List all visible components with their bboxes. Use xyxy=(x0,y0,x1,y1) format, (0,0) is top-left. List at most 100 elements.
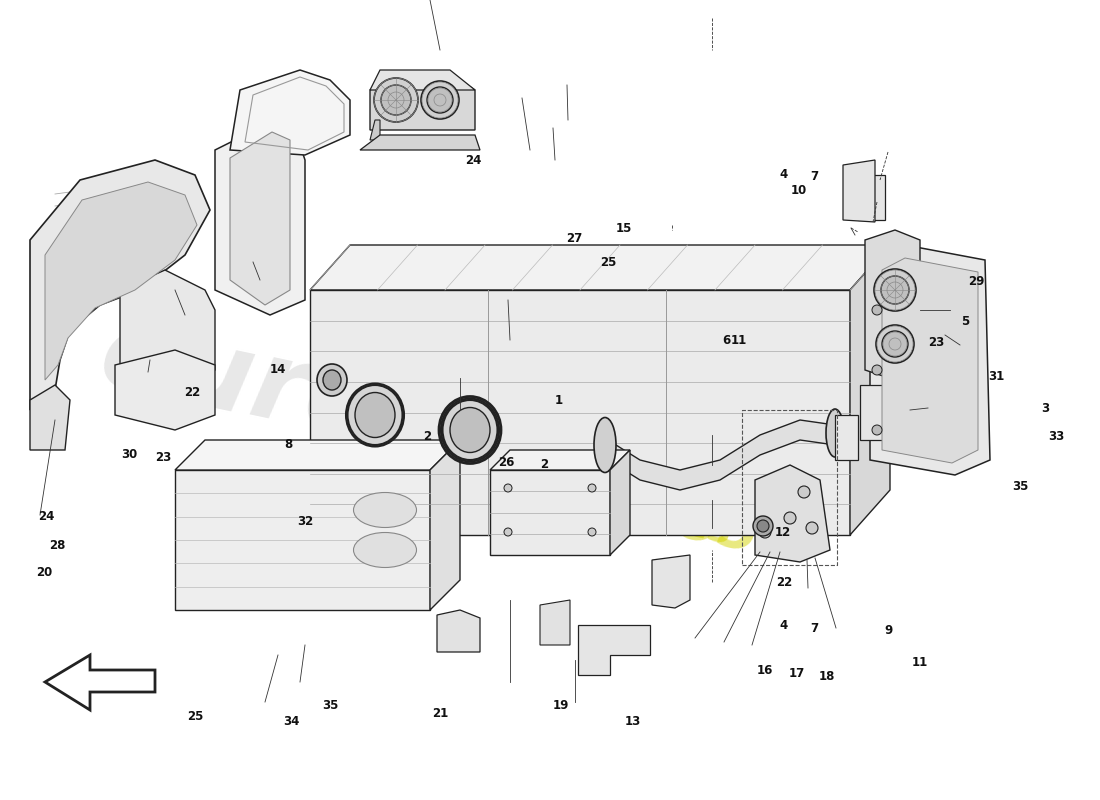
Polygon shape xyxy=(360,135,480,150)
Ellipse shape xyxy=(427,87,453,113)
Text: 15: 15 xyxy=(616,222,631,234)
Text: 2: 2 xyxy=(422,430,431,442)
Text: 14: 14 xyxy=(271,363,286,376)
Polygon shape xyxy=(230,70,350,155)
Text: 24: 24 xyxy=(39,510,54,522)
Text: 1985: 1985 xyxy=(595,475,766,565)
Text: 22: 22 xyxy=(777,576,792,589)
Ellipse shape xyxy=(450,407,490,453)
Text: 6: 6 xyxy=(722,334,730,346)
Text: 10: 10 xyxy=(791,184,806,197)
Text: 7: 7 xyxy=(810,622,818,634)
Polygon shape xyxy=(835,415,858,460)
Polygon shape xyxy=(45,655,155,710)
Polygon shape xyxy=(490,470,610,555)
Text: 34: 34 xyxy=(284,715,299,728)
Text: 18: 18 xyxy=(820,670,835,682)
Ellipse shape xyxy=(323,370,341,390)
Text: 24: 24 xyxy=(465,154,481,166)
Polygon shape xyxy=(310,245,890,290)
Circle shape xyxy=(588,528,596,536)
Polygon shape xyxy=(540,600,570,645)
Polygon shape xyxy=(755,465,830,562)
Text: 3: 3 xyxy=(1041,402,1049,414)
Ellipse shape xyxy=(317,364,346,396)
Polygon shape xyxy=(882,258,978,463)
Text: 23: 23 xyxy=(928,336,944,349)
Polygon shape xyxy=(230,132,290,305)
Bar xyxy=(742,410,837,565)
Text: 31: 31 xyxy=(989,370,1004,382)
Polygon shape xyxy=(652,555,690,608)
Text: 12: 12 xyxy=(776,526,791,538)
Polygon shape xyxy=(30,385,70,450)
Ellipse shape xyxy=(442,400,497,460)
Text: 4: 4 xyxy=(779,619,788,632)
Text: 5: 5 xyxy=(960,315,969,328)
Polygon shape xyxy=(490,450,630,470)
Polygon shape xyxy=(175,440,460,470)
Ellipse shape xyxy=(355,393,395,438)
Polygon shape xyxy=(116,350,214,430)
Circle shape xyxy=(759,526,771,538)
Circle shape xyxy=(872,305,882,315)
Text: 29: 29 xyxy=(969,275,984,288)
Ellipse shape xyxy=(348,385,403,445)
Ellipse shape xyxy=(353,493,417,527)
Text: 35: 35 xyxy=(1013,480,1028,493)
Text: 21: 21 xyxy=(432,707,448,720)
Polygon shape xyxy=(370,70,475,90)
Ellipse shape xyxy=(381,85,411,115)
Text: 8: 8 xyxy=(284,438,293,450)
Text: 4: 4 xyxy=(779,168,788,181)
Text: 7: 7 xyxy=(810,170,818,182)
Ellipse shape xyxy=(353,533,417,567)
Text: 33: 33 xyxy=(1048,430,1064,442)
Text: 22: 22 xyxy=(185,386,200,398)
Circle shape xyxy=(588,484,596,492)
Polygon shape xyxy=(850,245,890,535)
Ellipse shape xyxy=(374,78,418,122)
Ellipse shape xyxy=(826,409,844,457)
Text: 17: 17 xyxy=(789,667,804,680)
Polygon shape xyxy=(870,245,990,475)
Polygon shape xyxy=(175,470,430,610)
Polygon shape xyxy=(370,80,475,130)
Text: 9: 9 xyxy=(884,624,893,637)
Circle shape xyxy=(872,365,882,375)
Polygon shape xyxy=(45,182,197,380)
Text: 27: 27 xyxy=(566,232,582,245)
Text: 25: 25 xyxy=(188,710,204,722)
Text: 26: 26 xyxy=(498,456,514,469)
Ellipse shape xyxy=(881,276,909,304)
Circle shape xyxy=(872,425,882,435)
Polygon shape xyxy=(865,230,920,380)
Polygon shape xyxy=(370,120,379,140)
Ellipse shape xyxy=(421,81,459,119)
Circle shape xyxy=(504,528,512,536)
Polygon shape xyxy=(600,420,835,490)
Text: 11: 11 xyxy=(732,334,747,346)
Polygon shape xyxy=(120,270,214,385)
Text: 20: 20 xyxy=(36,566,52,578)
Text: a passion for parts: a passion for parts xyxy=(324,429,736,551)
Text: 23: 23 xyxy=(155,451,170,464)
Text: 28: 28 xyxy=(50,539,65,552)
Polygon shape xyxy=(860,385,886,440)
Text: 2: 2 xyxy=(540,458,549,470)
Polygon shape xyxy=(858,175,886,220)
Text: 25: 25 xyxy=(601,256,616,269)
Text: 13: 13 xyxy=(625,715,640,728)
Circle shape xyxy=(757,520,769,532)
Polygon shape xyxy=(310,290,850,535)
Circle shape xyxy=(504,484,512,492)
Text: europes: europes xyxy=(91,300,609,510)
Circle shape xyxy=(798,486,810,498)
Text: 32: 32 xyxy=(298,515,314,528)
Polygon shape xyxy=(430,440,460,610)
Circle shape xyxy=(806,522,818,534)
Text: 35: 35 xyxy=(322,699,338,712)
Text: 16: 16 xyxy=(757,664,772,677)
Text: 19: 19 xyxy=(553,699,569,712)
Ellipse shape xyxy=(594,418,616,473)
